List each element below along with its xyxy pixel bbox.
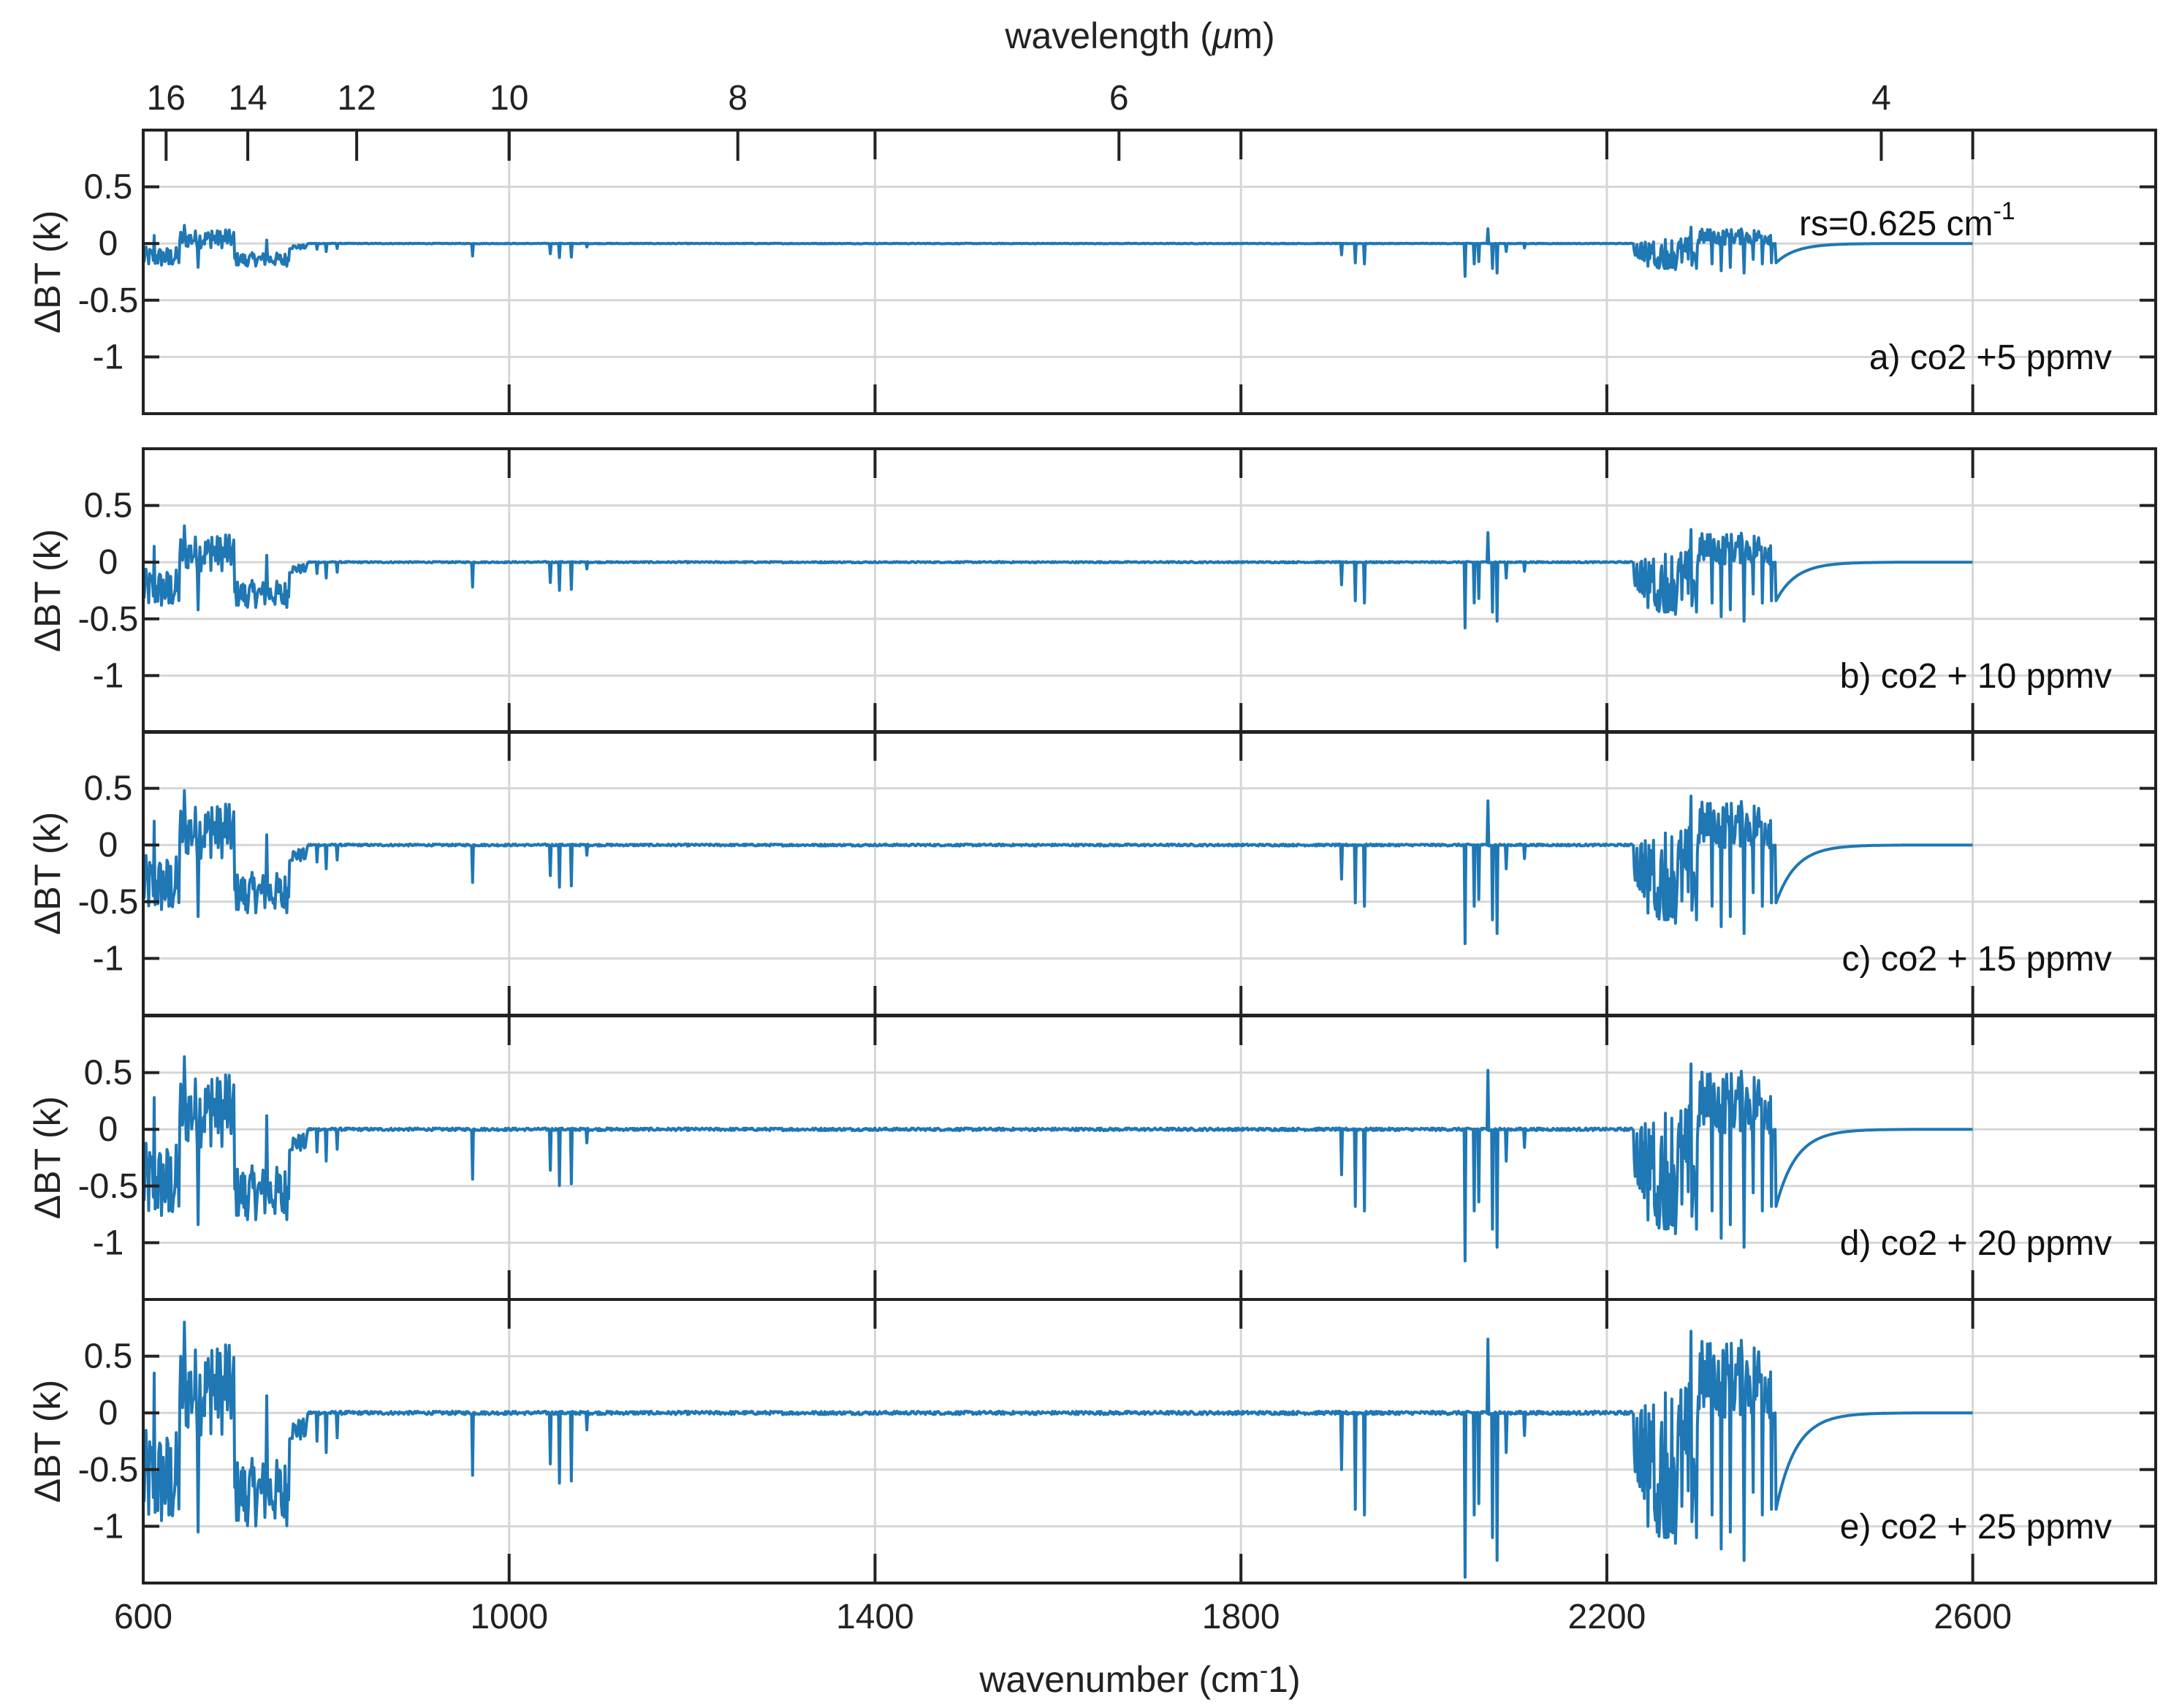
top-tick-label: 4 [1871, 79, 1891, 118]
panel-frame [142, 1298, 2157, 1584]
panel-label: e) co2 + 25 ppmv [1840, 1508, 2112, 1546]
series-line-5 [142, 1321, 1974, 1579]
panel-frame [142, 129, 2157, 415]
frame-layer [142, 129, 2157, 1584]
y-axis-title: ΔBT (k) [27, 1380, 68, 1503]
top-tick-label: 8 [728, 79, 748, 118]
x-tick-label: 1800 [1202, 1598, 1280, 1636]
y-tick-label: -1 [93, 1223, 124, 1262]
top-tick-label: 6 [1109, 79, 1129, 118]
y-tick-label: 0.5 [84, 770, 133, 808]
x-tick-label: 2200 [1568, 1598, 1646, 1636]
y-tick-label: -1 [93, 1507, 124, 1546]
y-tick-label: -1 [93, 338, 124, 376]
top-tick-label: 14 [228, 79, 267, 118]
x-tick-label: 1000 [470, 1598, 548, 1636]
top-tick-label: 12 [337, 79, 376, 118]
x-axis-title: wavenumber (cm-1) [978, 1657, 1300, 1700]
y-tick-label: 0.5 [84, 168, 133, 207]
y-tick-label: 0 [99, 1110, 118, 1149]
x-tick-label: 600 [114, 1598, 172, 1636]
series-line-1 [142, 224, 1974, 278]
x-tick-label: 2600 [1934, 1598, 2012, 1636]
top-tick-label: 16 [147, 79, 186, 118]
y-tick-label: -0.5 [78, 883, 139, 922]
resolution-label: rs=0.625 cm-1 [1799, 197, 2015, 243]
panel-label: c) co2 + 15 ppmv [1841, 940, 2112, 979]
y-tick-label: -0.5 [78, 600, 139, 639]
y-tick-label: -0.5 [78, 1167, 139, 1206]
y-axis-title: ΔBT (k) [27, 210, 68, 334]
series-line-4 [142, 1055, 1974, 1263]
y-axis-title: ΔBT (k) [27, 1096, 68, 1220]
y-tick-label: 0.5 [84, 1054, 133, 1093]
panel-label: d) co2 + 20 ppmv [1840, 1224, 2112, 1263]
y-tick-label: 0 [99, 543, 118, 582]
y-tick-label: 0 [99, 826, 118, 865]
y-tick-label: -0.5 [78, 281, 139, 320]
series-line-3 [142, 789, 1974, 946]
y-tick-label: 0.5 [84, 487, 133, 525]
label-layer: 0.5 0 -0.5 -1 ΔBT (k) a) co2 +5 ppmv 0.5 0 -0.5 -… [27, 79, 2112, 1636]
y-tick-label: -1 [93, 656, 124, 695]
grid-layer [142, 130, 2156, 1583]
y-tick-label: 0.5 [84, 1337, 133, 1376]
panel-label: b) co2 + 10 ppmv [1840, 657, 2112, 696]
panel-label: a) co2 +5 ppmv [1869, 338, 2112, 377]
top-axis-title: wavelength (μm) [1004, 15, 1274, 56]
y-axis-title: ΔBT (k) [27, 529, 68, 653]
series-layer [142, 224, 1974, 1579]
y-tick-label: 0 [99, 224, 118, 263]
x-tick-label: 1400 [836, 1598, 914, 1636]
y-tick-label: 0 [99, 1394, 118, 1432]
y-tick-label: -1 [93, 939, 124, 978]
series-line-2 [142, 524, 1974, 630]
top-tick-label: 10 [490, 79, 528, 118]
y-axis-title: ΔBT (k) [27, 812, 68, 935]
y-tick-label: -0.5 [78, 1451, 139, 1489]
